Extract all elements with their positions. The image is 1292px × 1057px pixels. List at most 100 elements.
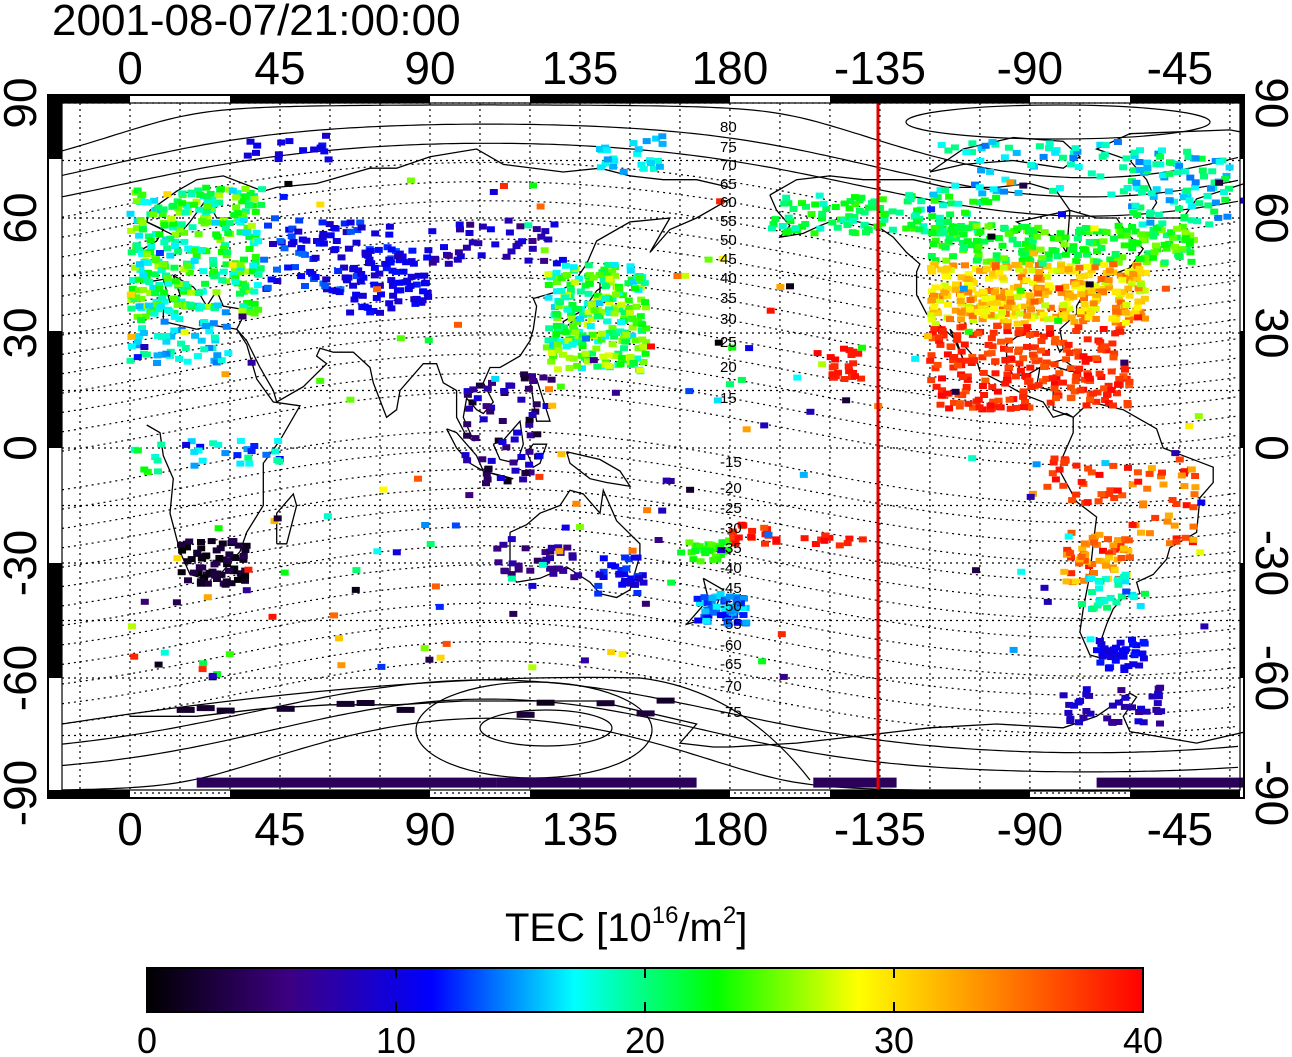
tec-point: [1187, 466, 1196, 473]
tec-point: [1003, 376, 1011, 383]
tec-point: [928, 268, 937, 275]
tec-point: [431, 255, 439, 262]
tec-point: [502, 444, 511, 451]
tec-point: [1172, 248, 1181, 255]
tec-point: [192, 253, 201, 260]
tec-point: [913, 218, 922, 225]
tec-point: [994, 235, 1003, 241]
tec-point: [1077, 478, 1086, 485]
tec-point: [1127, 280, 1136, 287]
tec-point: [716, 612, 725, 619]
tec-point: [992, 194, 1001, 201]
tec-point: [798, 200, 806, 207]
tec-point: [152, 257, 161, 263]
tec-point: [1060, 241, 1069, 248]
tec-point: [1142, 708, 1151, 715]
tec-point: [931, 320, 940, 327]
tec-point: [800, 535, 809, 542]
tec-point: [1090, 225, 1099, 232]
tec-point: [991, 358, 1000, 365]
tec-point: [1191, 155, 1200, 162]
tec-point: [1101, 558, 1110, 565]
tec-point: [818, 210, 827, 217]
tec-point: [178, 547, 187, 554]
tec-point: [306, 268, 315, 275]
tec-point: [155, 281, 164, 288]
tec-point: [990, 305, 999, 312]
tec-point: [1051, 476, 1060, 483]
tec-point: [1129, 270, 1138, 277]
tec-point: [174, 205, 183, 212]
tec-point: [423, 289, 432, 296]
tec-point: [251, 253, 260, 260]
tec-point: [606, 279, 615, 286]
tec-point: [140, 466, 149, 473]
tec-point: [620, 345, 628, 352]
tec-point: [531, 408, 540, 415]
tec-point: [151, 454, 160, 460]
tec-point: [1154, 150, 1163, 157]
tec-point: [569, 355, 578, 362]
tec-point: [997, 338, 1006, 345]
tec-point: [214, 441, 223, 448]
tec-point: [241, 208, 250, 215]
lon-tick-top: 45: [254, 42, 305, 94]
tec-point: [1191, 473, 1200, 479]
tec-point: [1111, 330, 1120, 337]
tec-point: [284, 264, 293, 271]
tec-point: [532, 401, 541, 408]
contour-label: 75: [720, 139, 737, 156]
tec-point: [552, 269, 561, 276]
tec-point: [552, 260, 561, 267]
tec-point: [151, 290, 160, 297]
tec-point: [175, 226, 184, 233]
tec-point: [927, 253, 936, 259]
tec-point: [1097, 346, 1106, 353]
tec-point: [801, 221, 810, 227]
tec-point: [979, 369, 988, 376]
tec-point: [939, 293, 948, 300]
tec-point: [404, 286, 413, 293]
tec-point: [1085, 375, 1094, 382]
tec-point: [1043, 598, 1052, 605]
tec-point: [745, 345, 754, 352]
tec-point: [963, 373, 972, 380]
tec-point: [1135, 265, 1144, 272]
frame-bar: [1240, 95, 1244, 159]
tec-point: [946, 211, 955, 218]
tec-point: [1158, 147, 1166, 154]
tec-point: [857, 194, 866, 201]
tec-point: [253, 282, 262, 289]
tec-point: [1105, 267, 1114, 274]
tec-point: [403, 277, 412, 284]
tec-point: [1161, 285, 1170, 292]
tec-point: [487, 457, 496, 464]
tec-point: [1014, 294, 1022, 300]
tec-point: [169, 295, 178, 302]
tec-point: [930, 292, 938, 299]
tec-point: [1024, 245, 1033, 252]
tec-point: [951, 307, 960, 314]
tec-point: [1039, 315, 1048, 322]
tec-point: [1163, 518, 1172, 525]
tec-point: [185, 269, 194, 276]
tec-point: [414, 272, 423, 279]
tec-point: [637, 327, 646, 334]
tec-point: [176, 706, 195, 713]
tec-point: [539, 374, 548, 381]
tec-point: [322, 132, 330, 139]
tec-point: [802, 203, 810, 210]
tec-point: [592, 345, 601, 352]
tec-point: [241, 547, 250, 553]
tec-point: [557, 338, 566, 345]
tec-point: [187, 191, 196, 198]
tec-point: [128, 285, 137, 292]
tec-point: [936, 341, 945, 348]
tec-point: [725, 537, 733, 544]
tec-point: [1021, 303, 1029, 310]
tec-point: [988, 343, 997, 350]
tec-point: [819, 200, 828, 207]
tec-point: [1133, 274, 1142, 281]
tec-point: [964, 400, 973, 407]
tec-point: [166, 235, 175, 242]
